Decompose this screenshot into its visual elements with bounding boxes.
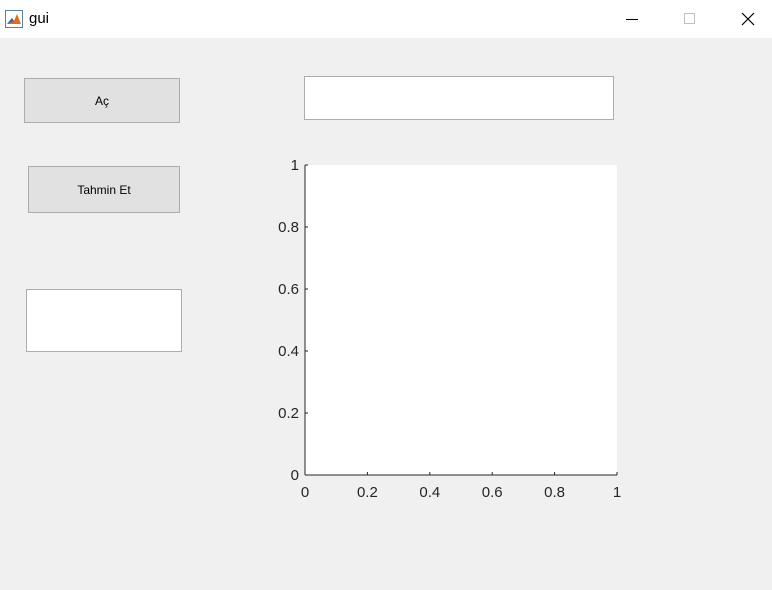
predict-button[interactable]: Tahmin Et	[28, 166, 180, 213]
open-button[interactable]: Aç	[24, 78, 180, 123]
x-tick-label: 0.6	[482, 484, 503, 501]
x-tick-label: 1	[613, 484, 621, 501]
minimize-button[interactable]	[603, 0, 661, 38]
x-tick-label: 0	[301, 484, 309, 501]
y-tick-label: 0.2	[278, 405, 299, 422]
maximize-button[interactable]	[661, 0, 719, 38]
y-tick-label: 0.4	[278, 343, 299, 360]
window-title: gui	[29, 10, 50, 27]
matlab-icon	[5, 10, 23, 28]
x-tick-label: 0.8	[544, 484, 565, 501]
close-icon	[741, 12, 755, 26]
maximize-icon	[684, 13, 695, 24]
y-tick-label: 1	[291, 157, 299, 174]
axes-plot-area	[305, 165, 617, 475]
minimize-icon	[626, 19, 638, 20]
y-tick-label: 0.8	[278, 219, 299, 236]
y-tick-label: 0	[291, 467, 299, 484]
x-tick-label: 0.2	[357, 484, 378, 501]
y-tick-label: 0.6	[278, 281, 299, 298]
title-bar: gui	[0, 0, 772, 38]
result-field[interactable]	[26, 289, 182, 352]
top-text-field[interactable]	[304, 76, 614, 120]
close-button[interactable]	[719, 0, 772, 38]
x-tick-label: 0.4	[419, 484, 440, 501]
